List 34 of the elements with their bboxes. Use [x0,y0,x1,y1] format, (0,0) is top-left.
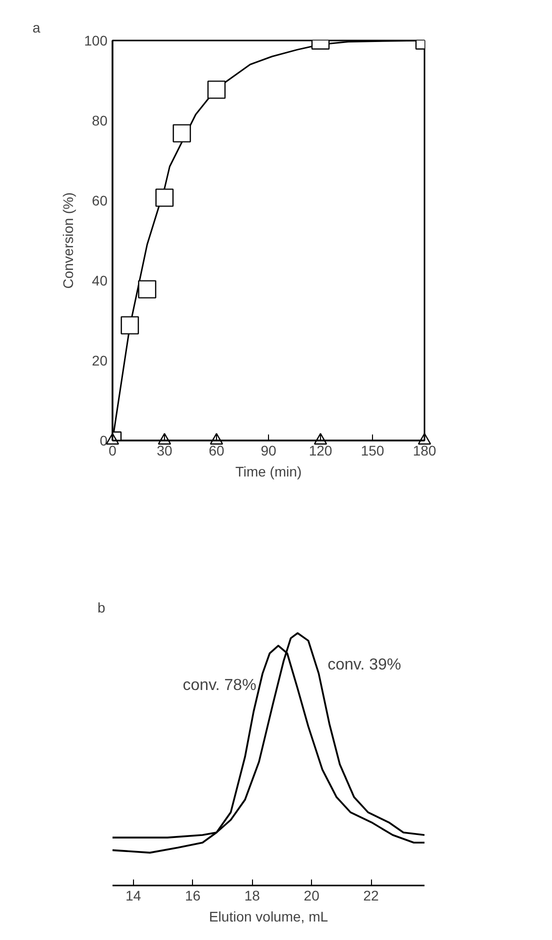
y-axis-title: Conversion (%) [60,192,76,289]
point [210,432,224,445]
point [106,432,120,445]
chart-title: a [32,20,40,36]
x-axis-title: Time (min) [235,464,302,480]
point [172,124,191,142]
chart-title: b [98,600,106,616]
point [155,188,174,207]
x-tick-label: 60 [208,442,224,458]
x-tick-label: 180 [412,442,436,458]
point [120,316,139,334]
x-tick-label: 120 [308,442,332,458]
series-label: conv. 39% [328,656,402,674]
x-tick-label: 18 [244,888,260,904]
point [207,80,226,99]
point [158,432,172,445]
y-tick-label: 40 [92,272,108,288]
y-tick-label: 60 [92,192,108,208]
point [418,432,432,445]
x-tick-label: 14 [126,888,142,904]
x-tick-label: 90 [260,442,276,458]
point [138,280,156,298]
x-tick-label: 30 [156,442,172,458]
x-tick-label: 150 [360,442,384,458]
y-tick-label: 0 [100,432,108,448]
y-tick-label: 20 [92,352,108,368]
y-tick-label: 80 [92,112,108,128]
series-label: conv. 78% [182,677,256,694]
x-tick-label: 20 [304,888,320,904]
y-tick-label: 100 [84,32,108,48]
x-axis-title: Elution volume, mL [208,908,328,924]
x-tick-label: 16 [184,888,201,904]
x-tick-label: 22 [363,888,380,904]
point [314,432,328,445]
